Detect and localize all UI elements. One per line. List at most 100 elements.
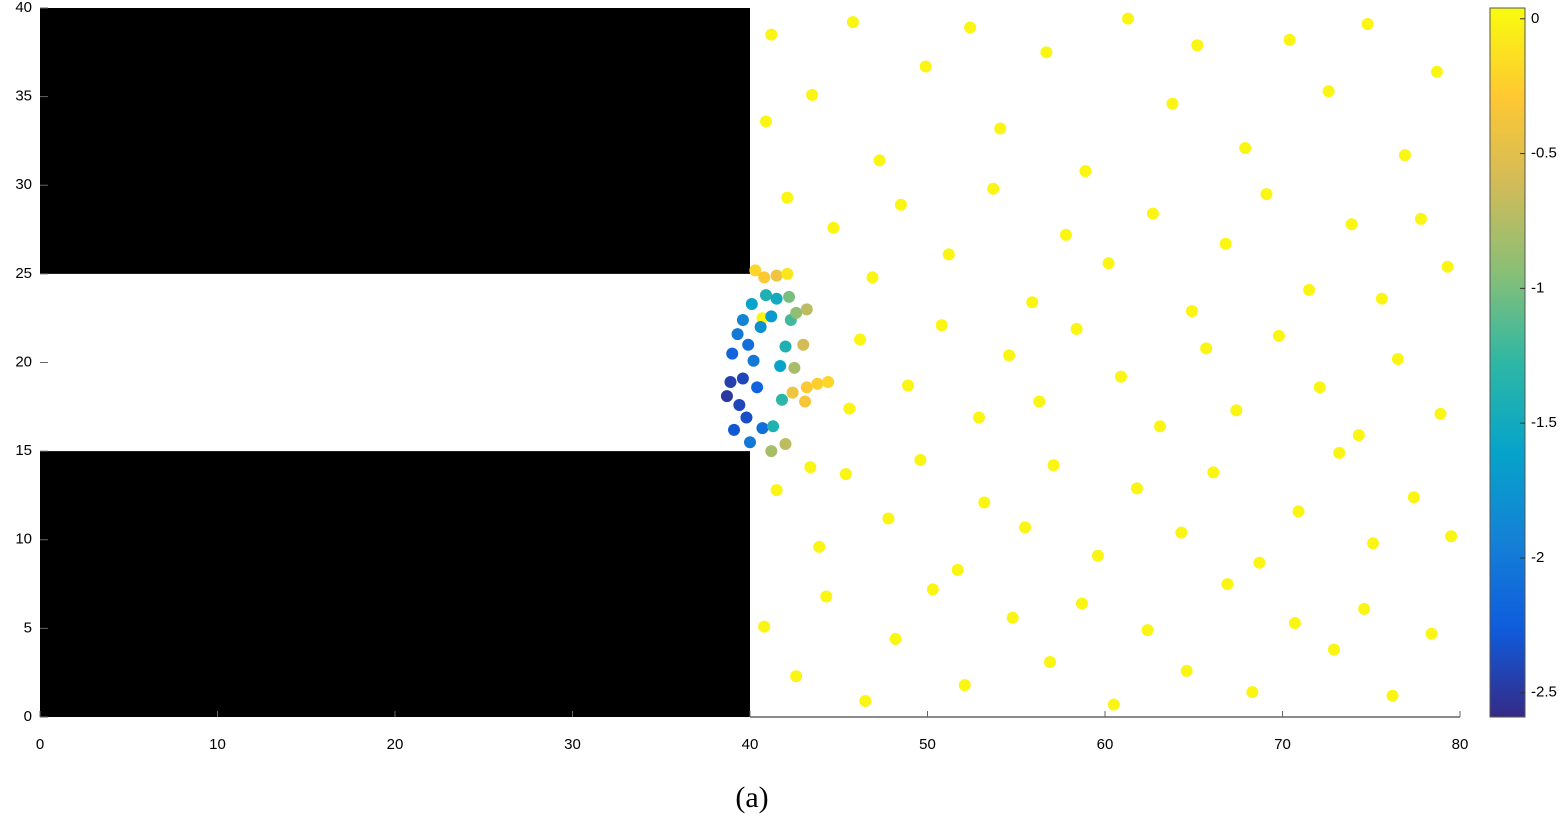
scatter-point bbox=[1407, 491, 1420, 504]
scatter-point bbox=[1327, 643, 1340, 656]
scatter-point bbox=[759, 115, 772, 128]
scatter-point bbox=[987, 182, 1000, 195]
scatter-point bbox=[1260, 188, 1273, 201]
scatter-point bbox=[1386, 689, 1399, 702]
scatter-point bbox=[972, 411, 985, 424]
scatter-point bbox=[839, 468, 852, 481]
y-tick-label: 5 bbox=[24, 619, 32, 636]
scatter-point bbox=[770, 292, 783, 305]
scatter-point bbox=[775, 393, 788, 406]
scatter-point bbox=[1352, 429, 1365, 442]
scatter-point bbox=[765, 310, 778, 323]
scatter-point bbox=[1102, 257, 1115, 270]
scatter-point bbox=[1107, 698, 1120, 711]
scatter-point bbox=[1272, 329, 1285, 342]
scatter-point bbox=[1414, 212, 1427, 225]
colorbar-tick-label: 0 bbox=[1531, 10, 1539, 27]
scatter-point bbox=[742, 338, 755, 351]
scatter-point bbox=[1141, 624, 1154, 637]
scatter-point bbox=[1230, 404, 1243, 417]
scatter-point bbox=[859, 695, 872, 708]
scatter-point bbox=[731, 328, 744, 341]
scatter-point bbox=[783, 290, 796, 303]
scatter-point bbox=[1079, 165, 1092, 178]
scatter-point bbox=[758, 271, 771, 284]
scatter-point bbox=[779, 438, 792, 451]
scatter-point bbox=[1130, 482, 1143, 495]
scatter-point bbox=[1358, 602, 1371, 615]
scatter-point bbox=[770, 269, 783, 282]
scatter-point bbox=[804, 461, 817, 474]
scatter-point bbox=[754, 321, 767, 334]
scatter-point bbox=[800, 303, 813, 316]
scatter-point bbox=[1313, 381, 1326, 394]
scatter-point bbox=[1075, 597, 1088, 610]
scatter-point bbox=[726, 347, 739, 360]
scatter-point bbox=[751, 381, 764, 394]
scatter-point bbox=[1207, 466, 1220, 479]
scatter-point bbox=[1122, 12, 1135, 25]
scatter-point bbox=[740, 411, 753, 424]
scatter-point bbox=[1154, 420, 1167, 433]
scatter-point bbox=[770, 484, 783, 497]
scatter-point bbox=[1114, 370, 1127, 383]
scatter-point bbox=[914, 453, 927, 466]
scatter-point bbox=[1391, 352, 1404, 365]
scatter-point bbox=[873, 154, 886, 167]
scatter-point bbox=[1322, 85, 1335, 98]
scatter-point bbox=[765, 28, 778, 41]
colorbar bbox=[1489, 7, 1526, 718]
caption: (a) bbox=[735, 781, 768, 814]
y-tick-label: 40 bbox=[15, 0, 32, 16]
scatter-point bbox=[733, 399, 746, 412]
scatter-point bbox=[767, 420, 780, 433]
scatter-point bbox=[827, 221, 840, 234]
scatter-point bbox=[1003, 349, 1016, 362]
scatter-point bbox=[866, 271, 879, 284]
scatter-point bbox=[1006, 611, 1019, 624]
scatter-point bbox=[759, 289, 772, 302]
scatter-point bbox=[843, 402, 856, 415]
scatter-point bbox=[1303, 283, 1316, 296]
scatter-point bbox=[958, 679, 971, 692]
scatter-point bbox=[894, 198, 907, 211]
scatter-point bbox=[1445, 530, 1458, 543]
scatter-point bbox=[797, 338, 810, 351]
scatter-point bbox=[765, 445, 778, 458]
y-tick-label: 35 bbox=[15, 88, 32, 105]
scatter-point bbox=[854, 333, 867, 346]
scatter-point bbox=[1221, 578, 1234, 591]
scatter-point bbox=[1219, 237, 1232, 250]
scatter-point bbox=[736, 372, 749, 385]
scatter-point bbox=[720, 390, 733, 403]
x-tick-label: 20 bbox=[387, 736, 404, 753]
scatter-point bbox=[935, 319, 948, 332]
x-tick-label: 40 bbox=[742, 736, 759, 753]
scatter-point bbox=[786, 386, 799, 399]
scatter-point bbox=[790, 306, 803, 319]
scatter-point bbox=[781, 267, 794, 280]
scatter-point bbox=[994, 122, 1007, 135]
scatter-point bbox=[1345, 218, 1358, 231]
x-tick-label: 60 bbox=[1097, 736, 1114, 753]
scatter-point bbox=[745, 298, 758, 311]
scatter-point bbox=[749, 264, 762, 277]
scatter-point bbox=[799, 395, 812, 408]
colorbar-tick-label: -2.5 bbox=[1531, 684, 1557, 701]
scatter-point bbox=[1288, 617, 1301, 630]
scatter-point bbox=[806, 88, 819, 101]
scatter-point bbox=[1180, 664, 1193, 677]
colorbar-tick-label: -2 bbox=[1531, 549, 1544, 566]
scatter-point bbox=[1441, 260, 1454, 273]
scatter-point bbox=[1361, 17, 1374, 30]
scatter-point bbox=[1026, 296, 1039, 309]
scatter-point bbox=[919, 60, 932, 73]
scatter-point bbox=[1185, 305, 1198, 318]
scatter-point bbox=[1292, 505, 1305, 518]
x-tick-label: 50 bbox=[919, 736, 936, 753]
y-tick-label: 10 bbox=[15, 531, 32, 548]
scatter-point bbox=[1146, 207, 1159, 220]
scatter-point bbox=[926, 583, 939, 596]
scatter-point bbox=[781, 191, 794, 204]
